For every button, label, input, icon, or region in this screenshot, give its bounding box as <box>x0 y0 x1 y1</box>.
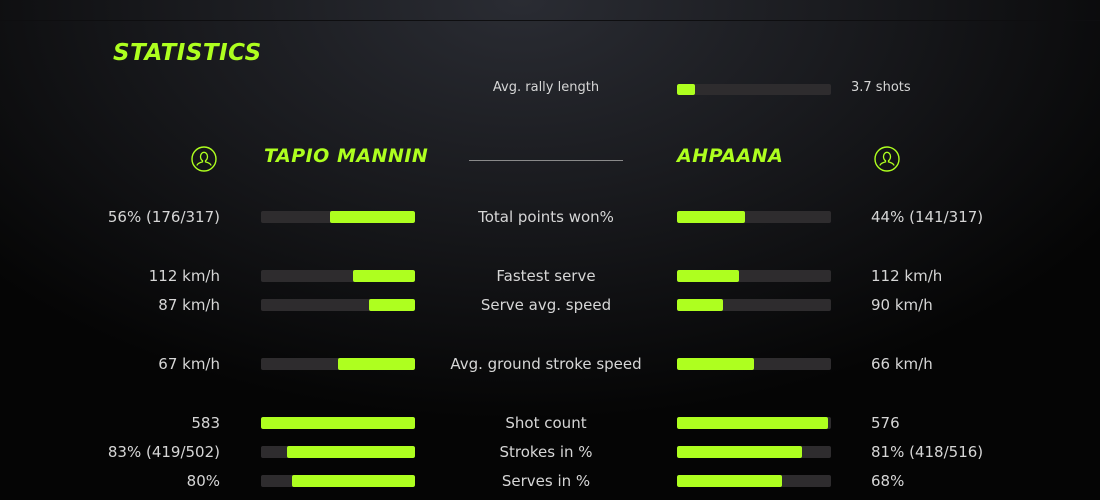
stat-row: 80% Serves in % 68% <box>0 472 1100 492</box>
left-value: 583 <box>191 414 220 432</box>
user-circle-icon <box>191 146 217 172</box>
left-bar-fill <box>261 417 415 429</box>
stat-label: Serves in % <box>501 472 591 490</box>
left-bar <box>261 299 415 311</box>
left-value: 83% (419/502) <box>107 443 220 461</box>
rally-value: 3.7 shots <box>851 80 911 95</box>
page-title: STATISTICS <box>113 40 262 66</box>
stat-label: Avg. ground stroke speed <box>450 355 642 373</box>
right-value: 81% (418/516) <box>871 443 984 461</box>
stat-label: Shot count <box>505 414 587 432</box>
right-bar-fill <box>677 417 828 429</box>
right-bar <box>677 211 831 223</box>
rally-label: Avg. rally length <box>492 80 600 95</box>
stat-label: Total points won% <box>478 208 614 226</box>
right-bar <box>677 475 831 487</box>
right-bar <box>677 446 831 458</box>
left-bar-fill <box>330 211 415 223</box>
right-value: 576 <box>871 414 900 432</box>
right-value: 90 km/h <box>871 296 933 314</box>
stat-row: 87 km/h Serve avg. speed 90 km/h <box>0 296 1100 316</box>
right-value: 44% (141/317) <box>871 208 984 226</box>
stat-label: Fastest serve <box>496 267 596 285</box>
left-bar <box>261 211 415 223</box>
stat-row: 112 km/h Fastest serve 112 km/h <box>0 267 1100 287</box>
rally-row: Avg. rally length 3.7 shots <box>0 80 1100 100</box>
right-bar <box>677 299 831 311</box>
right-bar-fill <box>677 358 754 370</box>
stat-row: 67 km/h Avg. ground stroke speed 66 km/h <box>0 355 1100 375</box>
header-divider <box>469 160 623 161</box>
right-bar-fill <box>677 211 745 223</box>
player-left-name: TAPIO MANNIN <box>264 145 429 167</box>
top-divider <box>0 20 1100 21</box>
stat-row: 583 Shot count 576 <box>0 414 1100 434</box>
right-bar-fill <box>677 475 782 487</box>
left-bar <box>261 270 415 282</box>
left-bar <box>261 475 415 487</box>
stat-row: 83% (419/502) Strokes in % 81% (418/516) <box>0 443 1100 463</box>
left-bar-fill <box>338 358 415 370</box>
left-bar <box>261 446 415 458</box>
player-right-name: AHPAANA <box>677 145 784 167</box>
right-value: 112 km/h <box>871 267 943 285</box>
right-bar-fill <box>677 446 802 458</box>
left-bar-fill <box>291 475 415 487</box>
stat-label: Strokes in % <box>499 443 593 461</box>
left-value: 80% <box>186 472 220 490</box>
stat-row: 56% (176/317) Total points won% 44% (141… <box>0 208 1100 228</box>
right-bar <box>677 270 831 282</box>
user-circle-icon <box>874 146 900 172</box>
right-bar <box>677 358 831 370</box>
left-value: 87 km/h <box>158 296 220 314</box>
rally-bar <box>677 84 831 95</box>
rally-bar-fill <box>677 84 696 95</box>
right-bar-fill <box>677 270 739 282</box>
right-value: 68% <box>871 472 905 490</box>
left-bar <box>261 417 415 429</box>
left-bar-fill <box>353 270 415 282</box>
left-bar-fill <box>368 299 415 311</box>
left-value: 67 km/h <box>158 355 220 373</box>
left-value: 56% (176/317) <box>107 208 220 226</box>
right-bar <box>677 417 831 429</box>
left-bar <box>261 358 415 370</box>
left-bar-fill <box>287 446 415 458</box>
stat-label: Serve avg. speed <box>480 296 612 314</box>
right-bar-fill <box>677 299 724 311</box>
right-value: 66 km/h <box>871 355 933 373</box>
left-value: 112 km/h <box>148 267 220 285</box>
